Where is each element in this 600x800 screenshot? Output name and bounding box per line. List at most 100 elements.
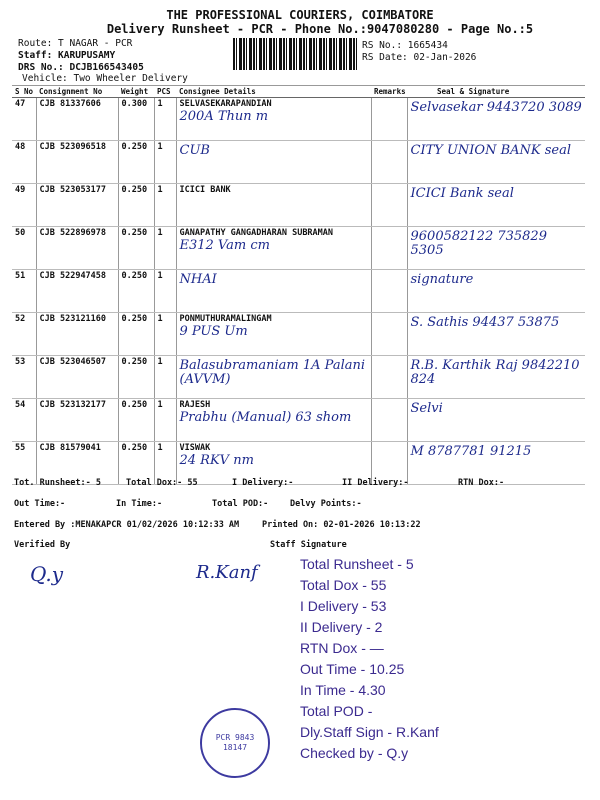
- col-consignment: Consignment No: [36, 85, 118, 98]
- stamp-line: Dly.Staff Sign - R.Kanf: [300, 724, 439, 740]
- handwritten-signature: Selvi: [410, 401, 443, 416]
- pcs-cell: 1: [153, 441, 176, 485]
- seal-signature-cell: signature: [406, 269, 585, 313]
- in-time: In Time:-: [116, 499, 163, 509]
- remarks-cell: [370, 312, 407, 356]
- remarks-cell: [370, 269, 407, 313]
- i-delivery: I Delivery:-: [232, 478, 294, 488]
- remarks-cell: [370, 398, 407, 442]
- pcs-cell: 1: [153, 97, 176, 141]
- total-pod: Total POD:-: [212, 499, 269, 509]
- stamp-line: I Delivery - 53: [300, 598, 387, 614]
- total-dox: Total Dox:- 55: [126, 478, 198, 488]
- sno-cell: 50: [12, 226, 36, 270]
- weight-cell: 0.250: [117, 140, 154, 184]
- consignee-cell: PONMUTHURAMALINGAM 9 PUS Um: [175, 312, 371, 356]
- remarks-cell: [370, 441, 407, 485]
- consignee-cell: VISWAK 24 RKV nm: [175, 441, 371, 485]
- pcs-cell: 1: [153, 183, 176, 227]
- consignment-cell: CJB 523132177: [35, 398, 118, 442]
- remarks-cell: [370, 183, 407, 227]
- consignee-cell: Balasubramaniam 1A Palani (AVVM): [175, 355, 371, 399]
- stamp-line: RTN Dox - —: [300, 640, 384, 656]
- table-row: 54 CJB 523132177 0.250 1 RAJESH Prabhu (Manua…: [12, 398, 585, 442]
- handwritten-address: E312 Vam cm: [179, 238, 270, 254]
- seal-signature-cell: CITY UNION BANK seal: [406, 140, 585, 184]
- consignee-name: SELVASEKARAPANDIAN: [179, 99, 272, 109]
- pcs-cell: 1: [153, 269, 176, 313]
- weight-cell: 0.250: [117, 355, 154, 399]
- table-row: 52 CJB 523121160 0.250 1 PONMUTHURAMALINGAM 9…: [12, 312, 585, 356]
- table-row: 47 CJB 81337606 0.300 1 SELVASEKARAPANDIAN 20…: [12, 97, 585, 141]
- consignment-cell: CJB 81337606: [35, 97, 118, 141]
- seal-signature-cell: R.B. Karthik Raj 9842210 824: [406, 355, 585, 399]
- delvy-points: Delvy Points:-: [290, 499, 362, 509]
- handwritten-signature: signature: [410, 272, 474, 287]
- weight-cell: 0.250: [117, 441, 154, 485]
- col-pcs: PCS: [154, 85, 176, 98]
- consignee-cell: SELVASEKARAPANDIAN 200A Thun m: [175, 97, 371, 141]
- consignee-cell: CUB: [175, 140, 371, 184]
- handwritten-signature: ICICI Bank seal: [410, 186, 514, 201]
- consignee-name: GANAPATHY GANGADHARAN SUBRAMAN: [179, 228, 334, 238]
- staff-signature: Staff Signature: [270, 540, 347, 550]
- seal-signature-cell: M 8787781 91215: [406, 441, 585, 485]
- vehicle: Vehicle: Two Wheeler Delivery: [22, 73, 188, 84]
- consignee-cell: RAJESH Prabhu (Manual) 63 shom: [175, 398, 371, 442]
- table-row: 55 CJB 81579041 0.250 1 VISWAK 24 RKV nm M 878…: [12, 441, 585, 485]
- stamp-line: Out Time - 10.25: [300, 661, 405, 677]
- tot-runsheet: Tot. Runsheet:- 5: [14, 478, 101, 488]
- consignee-name: PONMUTHURAMALINGAM: [179, 314, 272, 324]
- sno-cell: 54: [12, 398, 36, 442]
- sno-cell: 49: [12, 183, 36, 227]
- handwritten-address: NHAI: [179, 272, 217, 287]
- consignment-cell: CJB 522947458: [35, 269, 118, 313]
- weight-cell: 0.300: [117, 97, 154, 141]
- consignment-cell: CJB 523121160: [35, 312, 118, 356]
- stamp-line: In Time - 4.30: [300, 682, 386, 698]
- handwritten-address: Prabhu (Manual) 63 shom: [179, 410, 352, 426]
- handwritten-signature: Selvasekar 9443720 3089: [410, 100, 582, 115]
- consignee-name: ICICI BANK: [179, 185, 231, 195]
- remarks-cell: [370, 226, 407, 270]
- route: Route: T NAGAR - PCR: [18, 38, 133, 49]
- table-row: 51 CJB 522947458 0.250 1 NHAI signature: [12, 269, 585, 313]
- rs-no: RS No.: 1665434: [362, 40, 448, 51]
- handwritten-address: CUB: [179, 143, 210, 158]
- table-row: 53 CJB 523046507 0.250 1 Balasubramaniam 1A …: [12, 355, 585, 399]
- barcode: [233, 38, 358, 70]
- consignee-cell: GANAPATHY GANGADHARAN SUBRAMAN E312 Vam c…: [175, 226, 371, 270]
- weight-cell: 0.250: [117, 183, 154, 227]
- weight-cell: 0.250: [117, 226, 154, 270]
- consignment-cell: CJB 523096518: [35, 140, 118, 184]
- entered-by: Entered By :MENAKAPCR 01/02/2026 10:12:3…: [14, 520, 240, 530]
- stamp-line: Total Runsheet - 5: [300, 556, 414, 572]
- pcs-cell: 1: [153, 355, 176, 399]
- sno-cell: 51: [12, 269, 36, 313]
- col-sno: S No: [12, 85, 36, 98]
- out-time: Out Time:-: [14, 499, 66, 509]
- sno-cell: 48: [12, 140, 36, 184]
- consignment-cell: CJB 523046507: [35, 355, 118, 399]
- weight-cell: 0.250: [117, 398, 154, 442]
- handwritten-signature: R.B. Karthik Raj 9842210 824: [410, 358, 580, 387]
- pcs-cell: 1: [153, 312, 176, 356]
- seal-signature-cell: S. Sathis 94437 53875: [406, 312, 585, 356]
- table-row: 48 CJB 523096518 0.250 1 CUB CITY UNION BANK …: [12, 140, 585, 184]
- table-row: 50 CJB 522896978 0.250 1 GANAPATHY GANGADHAR…: [12, 226, 585, 270]
- rs-date: RS Date: 02-Jan-2026: [362, 52, 477, 63]
- printed-on: Printed On: 02-01-2026 10:13:22: [262, 520, 421, 530]
- col-remarks: Remarks: [371, 85, 407, 98]
- weight-cell: 0.250: [117, 269, 154, 313]
- office-seal: PCR 9843 18147: [200, 708, 270, 778]
- handwritten-signature: CITY UNION BANK seal: [410, 143, 572, 158]
- pcs-cell: 1: [153, 398, 176, 442]
- seal-signature-cell: Selvi: [406, 398, 585, 442]
- seal-signature-cell: 9600582122 735829 5305: [406, 226, 585, 270]
- ii-delivery: II Delivery:-: [342, 478, 409, 488]
- table-row: 49 CJB 523053177 0.250 1 ICICI BANK ICICI Ban…: [12, 183, 585, 227]
- stamp-line: II Delivery - 2: [300, 619, 383, 635]
- seal-signature-cell: ICICI Bank seal: [406, 183, 585, 227]
- consignee-cell: ICICI BANK: [175, 183, 371, 227]
- stamp-line: Total Dox - 55: [300, 577, 387, 593]
